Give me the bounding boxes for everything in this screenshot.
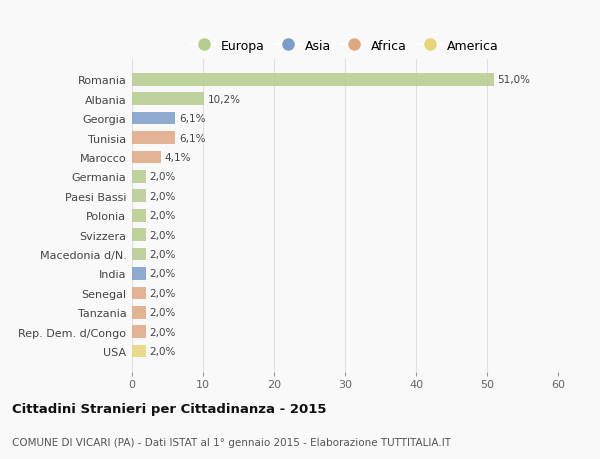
Bar	[132, 190, 146, 203]
Text: 2,0%: 2,0%	[150, 172, 176, 182]
Text: 51,0%: 51,0%	[497, 75, 530, 85]
Bar	[132, 74, 494, 86]
Text: 6,1%: 6,1%	[179, 114, 205, 124]
Text: Cittadini Stranieri per Cittadinanza - 2015: Cittadini Stranieri per Cittadinanza - 2…	[12, 403, 326, 415]
Text: 2,0%: 2,0%	[150, 269, 176, 279]
Text: COMUNE DI VICARI (PA) - Dati ISTAT al 1° gennaio 2015 - Elaborazione TUTTITALIA.: COMUNE DI VICARI (PA) - Dati ISTAT al 1°…	[12, 437, 451, 448]
Text: 10,2%: 10,2%	[208, 95, 241, 105]
Text: 2,0%: 2,0%	[150, 288, 176, 298]
Text: 2,0%: 2,0%	[150, 327, 176, 337]
Bar	[132, 248, 146, 261]
Bar	[132, 209, 146, 222]
Bar	[132, 132, 175, 145]
Text: 2,0%: 2,0%	[150, 230, 176, 240]
Text: 2,0%: 2,0%	[150, 347, 176, 356]
Text: 2,0%: 2,0%	[150, 308, 176, 318]
Text: 6,1%: 6,1%	[179, 133, 205, 143]
Text: 2,0%: 2,0%	[150, 191, 176, 202]
Bar	[132, 268, 146, 280]
Bar	[132, 325, 146, 338]
Bar	[132, 306, 146, 319]
Bar	[132, 112, 175, 125]
Bar	[132, 287, 146, 300]
Bar	[132, 93, 205, 106]
Bar	[132, 151, 161, 164]
Text: 2,0%: 2,0%	[150, 250, 176, 259]
Text: 4,1%: 4,1%	[164, 153, 191, 162]
Bar	[132, 171, 146, 183]
Text: 2,0%: 2,0%	[150, 211, 176, 221]
Bar	[132, 345, 146, 358]
Legend: Europa, Asia, Africa, America: Europa, Asia, Africa, America	[186, 35, 504, 58]
Bar	[132, 229, 146, 241]
